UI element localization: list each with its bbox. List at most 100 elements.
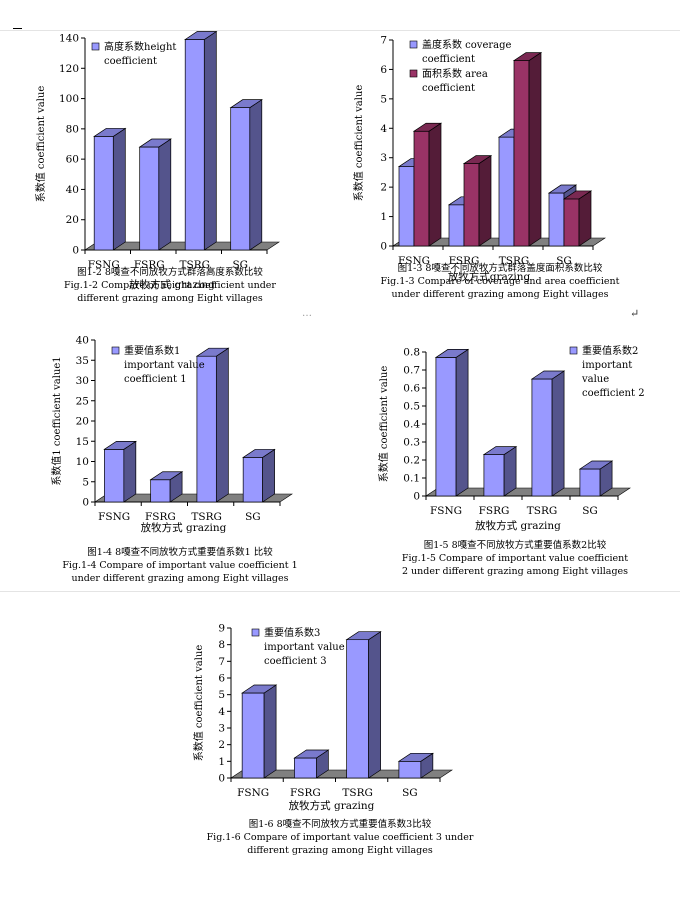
bar bbox=[242, 448, 276, 503]
bar-front bbox=[398, 166, 415, 247]
bar-side bbox=[551, 370, 565, 497]
bar bbox=[240, 684, 278, 779]
caption-fig-1-4-en1: Fig.1-4 Compare of important value coeff… bbox=[62, 560, 298, 571]
bar-top bbox=[184, 31, 218, 40]
legend-swatch bbox=[91, 42, 100, 51]
y-tick-label: 6 bbox=[218, 673, 225, 685]
corner-mark bbox=[13, 28, 22, 29]
legend-label: important value bbox=[124, 360, 205, 371]
bar-side bbox=[263, 684, 277, 779]
legend-label: coefficient bbox=[422, 83, 475, 94]
y-tick-label: 0.2 bbox=[403, 455, 420, 467]
caption-fig-1-3-en1: Fig.1-3 Compare of coverage and area coe… bbox=[380, 276, 620, 287]
y-tick-label: 9 bbox=[218, 623, 225, 635]
legend-label: 面积系数 area bbox=[422, 67, 488, 80]
bar bbox=[530, 370, 566, 497]
bar-front bbox=[531, 378, 553, 497]
bar-front bbox=[498, 136, 515, 247]
x-tick-label: FSRG bbox=[479, 505, 510, 517]
bar-front bbox=[483, 454, 505, 497]
x-tick-label: TSRG bbox=[191, 511, 222, 523]
y-tick-label: 30 bbox=[76, 375, 89, 387]
y-tick-label: 5 bbox=[218, 689, 225, 701]
bar-top bbox=[103, 440, 137, 450]
caption-fig-1-5-en2: 2 under different grazing among Eight vi… bbox=[401, 566, 629, 577]
bar-side bbox=[528, 51, 542, 247]
x-tick-label: TSRG bbox=[180, 259, 211, 271]
chart-fig-1-3: 0 1 2 3 4 5 6 7 FSNG FSRG TSRG SG 系数值 coefficient va… bbox=[350, 30, 650, 283]
y-axis-label: 系数值 coefficient value bbox=[352, 85, 365, 202]
row-divider-top bbox=[0, 30, 680, 31]
bar-front bbox=[548, 192, 565, 247]
y-tick-label: 4 bbox=[380, 123, 387, 135]
y-tick-label: 0.1 bbox=[403, 473, 420, 485]
row-divider-bottom bbox=[0, 591, 680, 592]
legend-label: 重要值系数3 bbox=[264, 626, 320, 639]
bar-front bbox=[139, 146, 160, 251]
y-axis-label: 系数值1 coefficient value1 bbox=[50, 356, 63, 485]
legend-label: coefficient 1 bbox=[124, 374, 187, 385]
bar-front bbox=[294, 757, 317, 779]
bar bbox=[149, 471, 184, 503]
caption-fig-1-2: 图1-2 8嘎查不同放牧方式群落高度系数比较 Fig.1-2 Compare o… bbox=[20, 266, 320, 305]
bar-top bbox=[149, 471, 184, 481]
bar-front bbox=[241, 692, 265, 779]
x-tick-label: SG bbox=[232, 259, 248, 271]
y-tick-label: 0.8 bbox=[403, 347, 420, 359]
legend-label: 盖度系数 coverage bbox=[422, 38, 512, 51]
y-tick-label: 1 bbox=[380, 211, 387, 223]
bar-top bbox=[462, 155, 493, 164]
x-tick-label: TSRG bbox=[527, 505, 558, 517]
bar-front bbox=[563, 198, 580, 247]
y-tick-label: 4 bbox=[218, 706, 225, 718]
y-tick-label: 7 bbox=[218, 656, 225, 668]
bar bbox=[103, 440, 137, 503]
bar-top bbox=[578, 460, 614, 470]
bar bbox=[93, 127, 127, 251]
y-axis-label: 系数值 coefficient value bbox=[377, 366, 390, 483]
y-tick-label: 35 bbox=[76, 355, 89, 367]
bar bbox=[512, 51, 543, 247]
x-tick-label: FSNG bbox=[430, 505, 462, 517]
y-tick-label: 0.5 bbox=[403, 401, 420, 413]
legend-label: coefficient bbox=[422, 54, 475, 65]
bar-front bbox=[196, 355, 217, 503]
ellipsis-mark: … bbox=[302, 308, 312, 319]
y-tick-label: 0 bbox=[72, 245, 79, 257]
bar-side bbox=[158, 138, 172, 251]
bar-front bbox=[346, 639, 369, 779]
legend-label: important value bbox=[264, 642, 345, 653]
y-tick-label: 10 bbox=[76, 456, 89, 468]
caption-fig-1-5-cn: 图1-5 8嘎查不同放牧方式重要值系数2比较 bbox=[423, 540, 607, 551]
bar-side bbox=[203, 30, 217, 251]
bar-side bbox=[503, 445, 517, 497]
y-tick-label: 0.3 bbox=[403, 437, 420, 449]
bar-side bbox=[249, 99, 263, 251]
legend-swatch bbox=[409, 69, 418, 78]
y-tick-label: 6 bbox=[380, 64, 387, 76]
bar-top bbox=[138, 138, 172, 148]
x-axis-label: 放牧方式 grazing bbox=[129, 278, 215, 291]
bar-side bbox=[368, 631, 381, 779]
bar-side bbox=[123, 440, 137, 503]
bar bbox=[578, 460, 614, 497]
caption-fig-1-3-en2: under different grazing among Eight vill… bbox=[391, 289, 609, 300]
caption-fig-1-2-en1: Fig.1-2 Compare of height coefficient un… bbox=[64, 280, 276, 291]
y-tick-label: 40 bbox=[76, 335, 89, 347]
bar-top bbox=[434, 349, 470, 358]
bar bbox=[293, 749, 330, 779]
legend-label: value bbox=[581, 374, 609, 385]
caption-fig-1-6-cn: 图1-6 8嘎查不同放牧方式重要值系数3比较 bbox=[248, 819, 432, 830]
legend-label: 重要值系数1 bbox=[124, 344, 180, 357]
bar bbox=[482, 445, 518, 497]
bar-top bbox=[242, 449, 276, 458]
x-tick-label: FSNG bbox=[98, 511, 130, 523]
bar-front bbox=[513, 60, 530, 247]
caption-fig-1-6: 图1-6 8嘎查不同放牧方式重要值系数3比较 Fig.1-6 Compare o… bbox=[180, 818, 500, 857]
y-tick-label: 5 bbox=[380, 93, 387, 105]
caption-fig-1-5: 图1-5 8嘎查不同放牧方式重要值系数2比较 Fig.1-5 Compare o… bbox=[360, 539, 670, 578]
caption-fig-1-4: 图1-4 8嘎查不同放牧方式重要值系数1 比较 Fig.1-4 Compare … bbox=[30, 546, 330, 585]
caption-fig-1-4-cn: 图1-4 8嘎查不同放牧方式重要值系数1 比较 bbox=[87, 547, 273, 558]
x-axis-label: 放牧方式 grazing bbox=[289, 799, 375, 812]
y-tick-label: 20 bbox=[76, 416, 89, 428]
